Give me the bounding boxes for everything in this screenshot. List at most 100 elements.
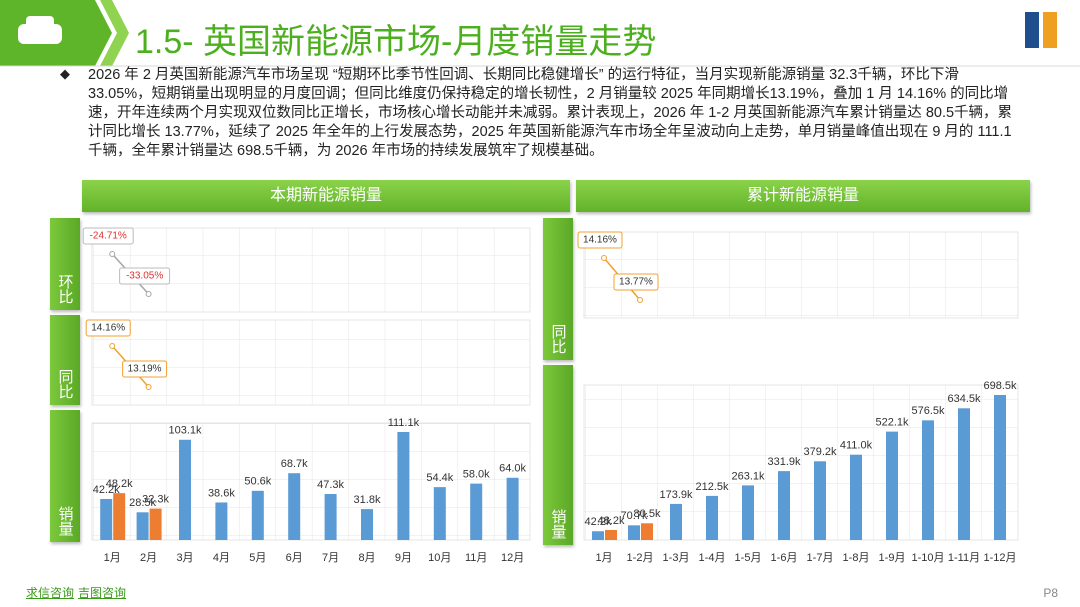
footer-sources: 求信咨询 吉图咨询 (26, 584, 130, 601)
value-label: 68.7k (281, 458, 308, 470)
bar (592, 531, 604, 540)
bar (251, 490, 264, 540)
x-tick-label: 9月 (395, 552, 412, 564)
x-tick-label: 1月 (104, 552, 121, 564)
x-tick-label: 1月 (595, 552, 612, 564)
callout (82, 227, 134, 245)
value-label: 70.7k (621, 510, 648, 522)
logo (1025, 12, 1039, 48)
bar (886, 431, 898, 540)
bar (778, 471, 790, 540)
source: 吉图咨询 (78, 586, 127, 600)
value-label: 64.0k (499, 463, 526, 475)
x-tick-label: 1-3月 (663, 552, 690, 564)
x-tick-label: 5月 (249, 552, 266, 564)
x-tick-label: 1-4月 (699, 552, 726, 564)
x-tick-label: 1-10月 (911, 552, 944, 564)
source: 求信咨询 (26, 586, 75, 600)
value-label: 48.2k (598, 515, 625, 527)
grid-area (583, 384, 1019, 541)
bar (215, 502, 228, 540)
value-label: 111.1k (388, 417, 420, 429)
bar (397, 432, 410, 540)
x-tick-label: 1-12月 (983, 552, 1016, 564)
bar (958, 408, 970, 540)
side-tab: 同比 (543, 218, 573, 360)
page-title: 1.5- 英国新能源市场-月度销量走势 (135, 23, 657, 61)
bar (149, 508, 162, 540)
value-label: 42.2k (93, 484, 120, 496)
x-tick-label: 1-9月 (879, 552, 906, 564)
point (109, 251, 116, 257)
grid-area (91, 422, 531, 541)
summary: 2026 年 2 月英国新能源汽车市场呈现 “短期环比季节性回调、长期同比稳健增… (88, 67, 1013, 159)
panel-header: 本期新能源销量 (82, 180, 570, 212)
value-label: 28.5k (129, 497, 156, 509)
value-label: 522.1k (875, 417, 909, 429)
logo (1043, 12, 1057, 48)
car-icon (18, 24, 62, 44)
bar (433, 487, 446, 540)
point (637, 297, 643, 303)
bar (850, 454, 862, 540)
bar (641, 523, 653, 540)
value-label: 212.5k (695, 481, 729, 493)
side-tab: 销量 (543, 365, 573, 545)
value-label: 263.1k (731, 470, 765, 482)
value-label: -24.71% (90, 231, 127, 242)
x-tick-label: 1-11月 (948, 552, 980, 564)
bar (113, 493, 126, 540)
car-icon-top (26, 16, 54, 28)
value-label: 14.16% (91, 323, 125, 334)
callout (577, 231, 623, 249)
callout (85, 319, 131, 337)
x-tick-label: 1-6月 (771, 552, 798, 564)
value-label: 80.5k (634, 508, 661, 520)
bar (994, 395, 1006, 540)
value-label: 31.8k (354, 494, 381, 506)
bar (814, 461, 826, 540)
bar (670, 503, 682, 540)
value-label: 634.5k (947, 393, 981, 405)
value-label: 13.19% (128, 364, 162, 375)
value-label: 331.9k (767, 456, 801, 468)
value-label: 58.0k (463, 469, 490, 481)
value-label: 54.4k (426, 472, 453, 484)
bullet: ◆ (60, 66, 70, 81)
title-banner-accent (100, 0, 129, 66)
value-label: 48.2k (106, 478, 133, 490)
panel-header: 累计新能源销量 (576, 180, 1030, 212)
side-tab: 销量 (50, 410, 80, 542)
callout (119, 267, 171, 285)
bar (136, 512, 149, 540)
x-tick-label: 6月 (286, 552, 303, 564)
bar (706, 495, 718, 540)
x-tick-label: 1-8月 (843, 552, 870, 564)
bar (470, 483, 483, 540)
value-label: 698.5k (983, 380, 1017, 392)
value-label: 13.77% (619, 277, 653, 288)
value-label: 38.6k (208, 487, 235, 499)
point (601, 255, 607, 261)
bar (288, 473, 301, 540)
x-tick-label: 3月 (176, 552, 193, 564)
x-tick-label: 7月 (322, 552, 339, 564)
value-label: -33.05% (126, 271, 163, 282)
bar (100, 498, 113, 540)
page-number: P8 (1043, 586, 1058, 600)
x-tick-label: 12月 (501, 552, 524, 564)
x-tick-label: 8月 (358, 552, 375, 564)
bar (922, 420, 934, 540)
bar (605, 529, 617, 540)
value-label: 50.6k (244, 476, 271, 488)
point (145, 291, 152, 297)
value-label: 173.9k (659, 489, 693, 501)
x-tick-label: 1-2月 (627, 552, 654, 564)
value-label: 47.3k (317, 479, 344, 491)
x-tick-label: 10月 (428, 552, 451, 564)
bar (324, 494, 337, 540)
value-label: 379.2k (803, 446, 837, 458)
side-tab: 环比 (50, 218, 80, 310)
side-tab: 同比 (50, 315, 80, 405)
